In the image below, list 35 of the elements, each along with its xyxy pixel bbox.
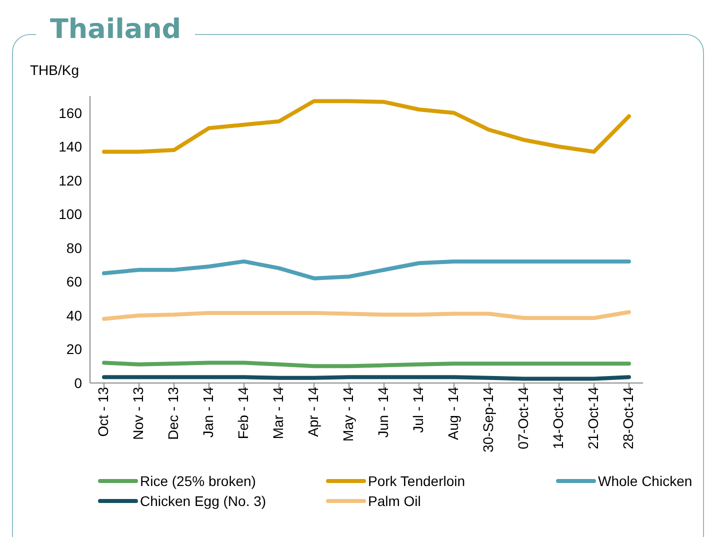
x-tick-label: Nov - 13 [130, 386, 146, 440]
y-tick-label: 100 [58, 206, 82, 222]
x-tick-label: Aug - 14 [444, 386, 461, 440]
x-tick-label: Jan - 14 [200, 386, 216, 438]
x-tick-label: Dec - 13 [164, 386, 181, 440]
x-tick-label: Oct - 13 [94, 386, 111, 437]
y-tick-label: 40 [66, 307, 82, 324]
y-tick-label: 20 [66, 341, 82, 358]
x-tick-label: May - 14 [340, 386, 356, 442]
legend-label: Rice (25% broken) [140, 473, 256, 489]
y-tick-label: 0 [74, 374, 82, 391]
x-tick-label: 07-Oct-14 [514, 386, 531, 450]
y-tick-label: 120 [58, 172, 82, 188]
y-tick-label: 80 [66, 240, 82, 256]
x-tick-label: Feb - 14 [234, 386, 251, 440]
x-tick-label: Jul - 14 [410, 386, 426, 433]
x-tick-label: Mar - 14 [270, 386, 286, 440]
legend-label: Palm Oil [368, 493, 421, 509]
x-tick-label: 21-Oct-14 [584, 386, 601, 450]
legend-label: Pork Tenderloin [368, 473, 466, 489]
y-axis-title: THB/Kg [30, 62, 80, 78]
x-tick-label: Apr - 14 [304, 386, 321, 437]
line-series [102, 259, 631, 280]
x-tick-label: 30-Sep-14 [480, 386, 496, 452]
x-tick-label: Jun - 14 [374, 386, 391, 438]
y-tick-label: 140 [58, 138, 82, 155]
y-tick-label: 160 [58, 104, 82, 121]
y-tick-label: 60 [66, 274, 82, 290]
legend-label: Whole Chicken [598, 473, 692, 489]
x-tick-label: 14-Oct-14 [550, 386, 566, 450]
line-series [102, 99, 631, 154]
line-series [102, 310, 631, 321]
x-tick-label: 28-Oct-14 [620, 386, 636, 450]
legend-label: Chicken Egg (No. 3) [140, 493, 266, 509]
chart-title: Thailand [36, 14, 196, 45]
